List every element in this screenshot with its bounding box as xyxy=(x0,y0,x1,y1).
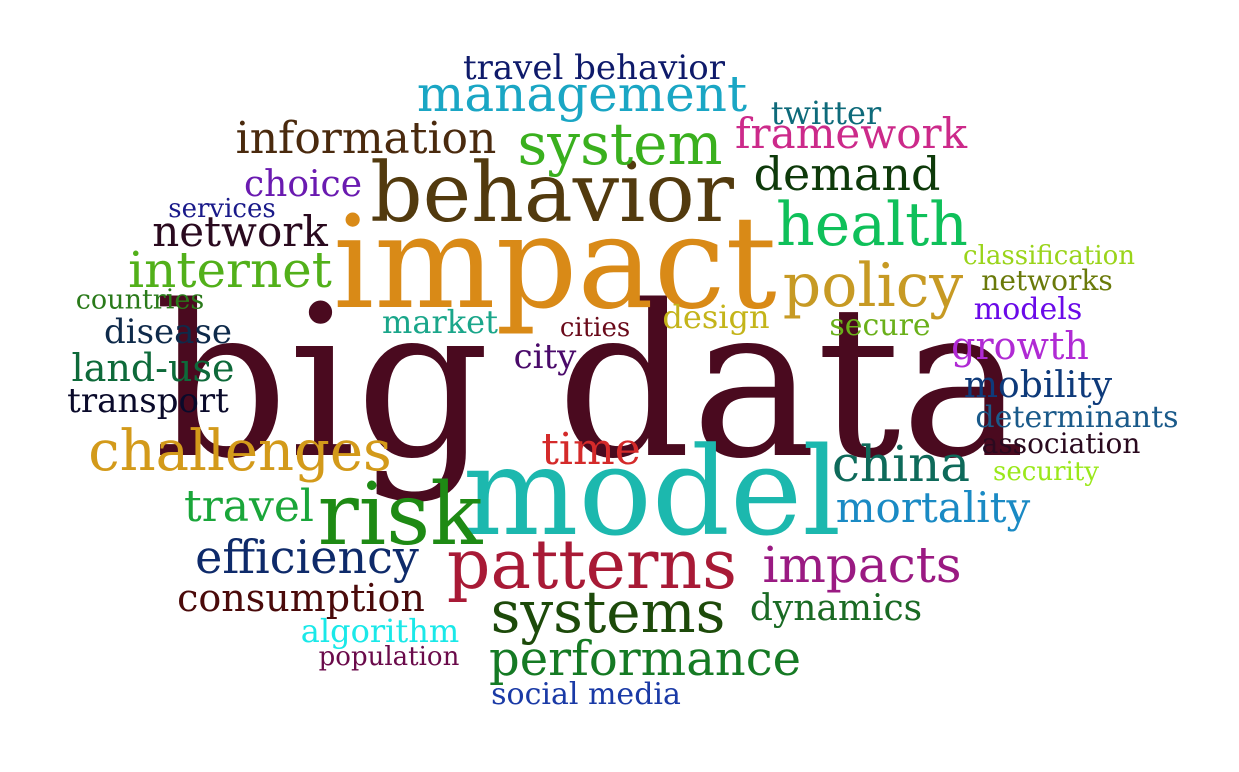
word-behavior: behavior xyxy=(370,146,734,241)
word-secure: secure xyxy=(829,308,931,343)
word-patterns: patterns xyxy=(446,526,738,605)
word-classification: classification xyxy=(963,241,1135,271)
word-internet: internet xyxy=(128,241,332,299)
word-framework: framework xyxy=(734,109,968,158)
word-growth: growth xyxy=(951,324,1089,368)
word-services: services xyxy=(168,194,276,224)
word-impacts: impacts xyxy=(762,536,962,594)
word-big-data: big data xyxy=(154,260,1026,505)
word-market: market xyxy=(382,303,498,341)
word-system: system xyxy=(517,110,723,178)
word-security: security xyxy=(993,457,1099,487)
word-algorithm: algorithm xyxy=(300,612,460,650)
word-network: network xyxy=(152,207,328,256)
word-policy: policy xyxy=(782,251,964,321)
word-travel: travel xyxy=(184,481,314,532)
word-systems: systems xyxy=(490,578,726,646)
word-demand: demand xyxy=(753,147,941,201)
word-population: population xyxy=(318,642,460,672)
word-dynamics: dynamics xyxy=(749,588,923,629)
word-risk: risk xyxy=(317,465,483,565)
word-city: city xyxy=(513,337,577,377)
word-china: china xyxy=(831,435,971,493)
word-determinants: determinants xyxy=(975,400,1179,435)
word-performance: performance xyxy=(488,631,802,687)
word-social-media: social media xyxy=(491,677,681,712)
word-twitter: twitter xyxy=(770,94,882,132)
word-consumption: consumption xyxy=(177,576,425,620)
word-cities: cities xyxy=(559,313,631,343)
word-health: health xyxy=(776,190,968,260)
word-mortality: mortality xyxy=(835,483,1031,532)
word-efficiency: efficiency xyxy=(195,530,419,584)
word-mobility: mobility xyxy=(963,365,1113,406)
word-impact: impact xyxy=(333,189,777,338)
word-challenges: challenges xyxy=(88,419,392,484)
word-transport: transport xyxy=(67,381,229,421)
word-information: information xyxy=(235,113,497,164)
word-travel-behavior: travel behavior xyxy=(462,48,726,88)
word-association: association xyxy=(981,427,1141,460)
word-model: model xyxy=(462,421,842,563)
word-disease: disease xyxy=(103,312,233,352)
word-countries: countries xyxy=(75,284,205,316)
word-land-use: land-use xyxy=(71,346,235,390)
word-models: models xyxy=(973,292,1083,327)
word-management: management xyxy=(416,65,748,123)
word-design: design xyxy=(662,298,770,336)
word-networks: networks xyxy=(981,264,1113,297)
word-choice: choice xyxy=(243,164,363,205)
word-time: time xyxy=(541,424,641,475)
